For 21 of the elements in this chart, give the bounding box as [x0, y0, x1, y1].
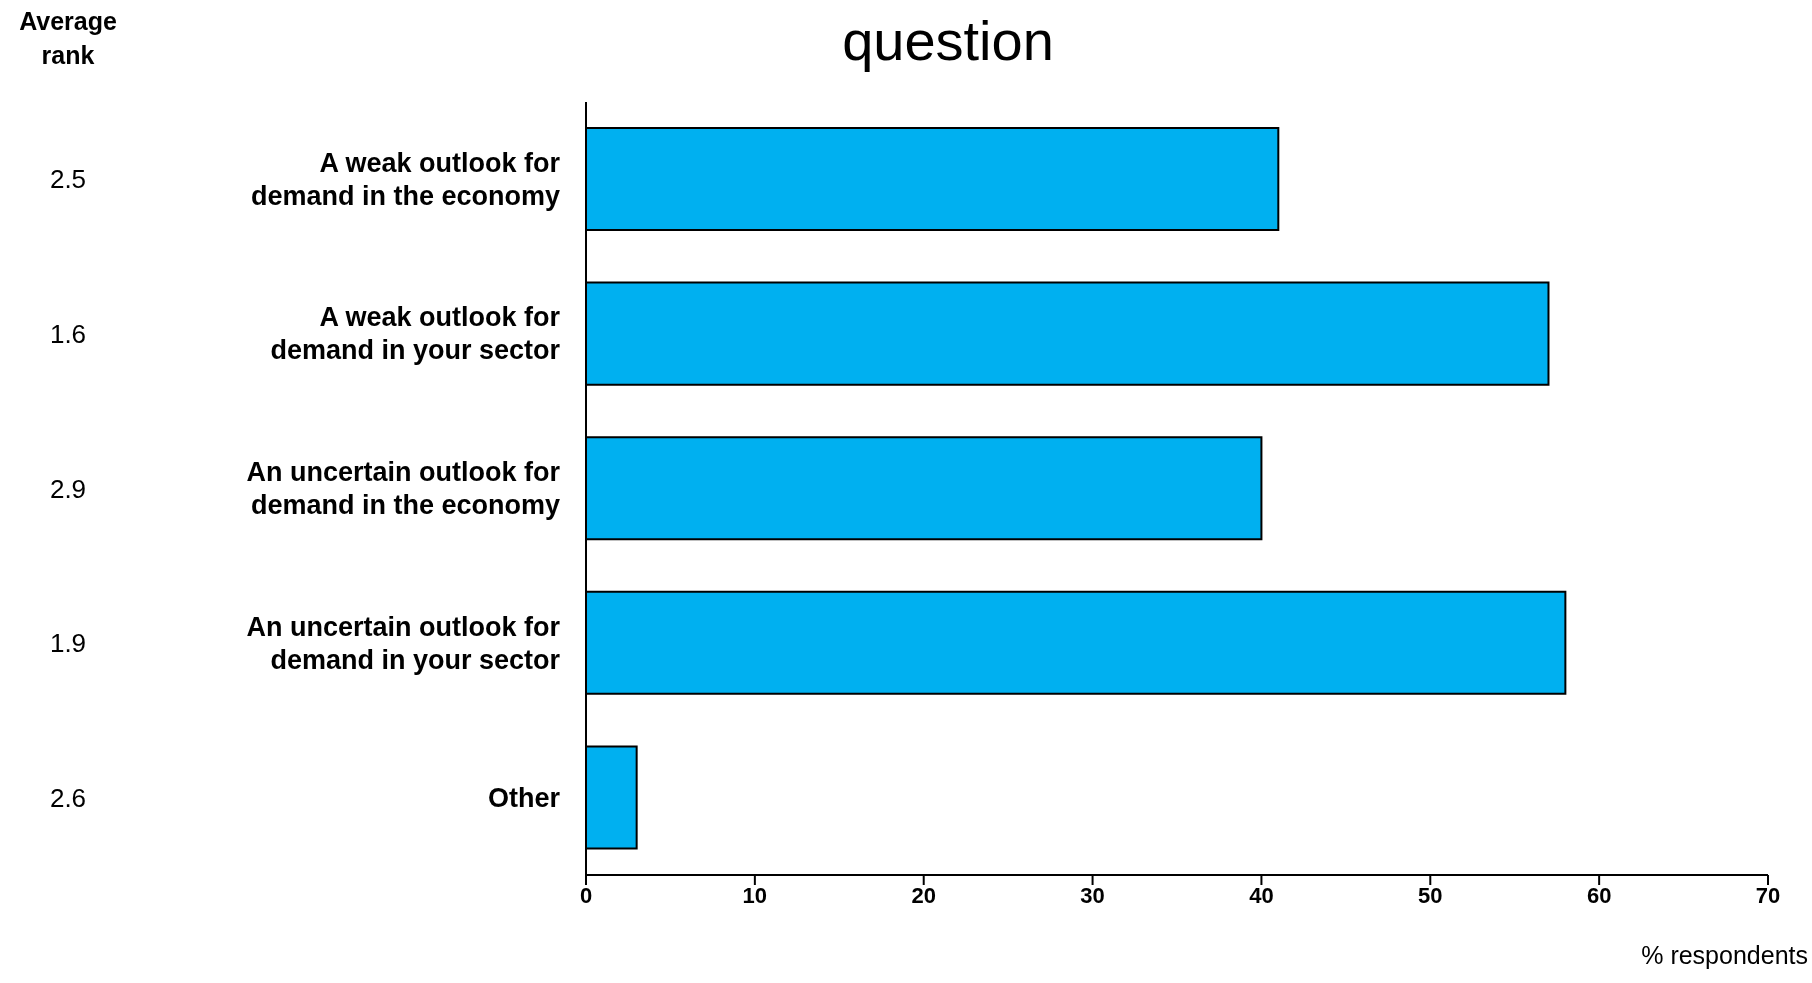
x-tick-label: 50 — [1418, 882, 1443, 908]
x-tick-label: 30 — [1080, 882, 1105, 908]
x-tick-label: 70 — [1755, 882, 1781, 908]
x-tick-label: 0 — [579, 882, 593, 908]
text: 2.6 — [48, 781, 88, 815]
text: Average rank — [18, 6, 118, 71]
x-axis-title: % respondents — [1641, 941, 1808, 970]
x-tick-label: 60 — [1586, 882, 1612, 908]
y-tick-label: An uncertain outlook for demand in the economy — [246, 457, 561, 520]
chart-title: question — [841, 8, 1055, 73]
y-tick-label: A weak outlook for demand in your sector — [270, 302, 561, 366]
x-tick-label: 10 — [742, 882, 768, 908]
y-tick-label: Other — [487, 782, 561, 813]
x-tick-label: 40 — [1249, 882, 1274, 908]
y-tick-label: An uncertain outlook for demand in your sector — [246, 611, 561, 675]
text: 1.9 — [48, 627, 88, 661]
text: 2.9 — [48, 472, 88, 506]
text: 1.6 — [48, 317, 88, 351]
text: 2.5 — [48, 163, 88, 197]
x-tick-label: 20 — [911, 882, 936, 908]
y-tick-label: A weak outlook for demand in the economy — [250, 147, 561, 211]
